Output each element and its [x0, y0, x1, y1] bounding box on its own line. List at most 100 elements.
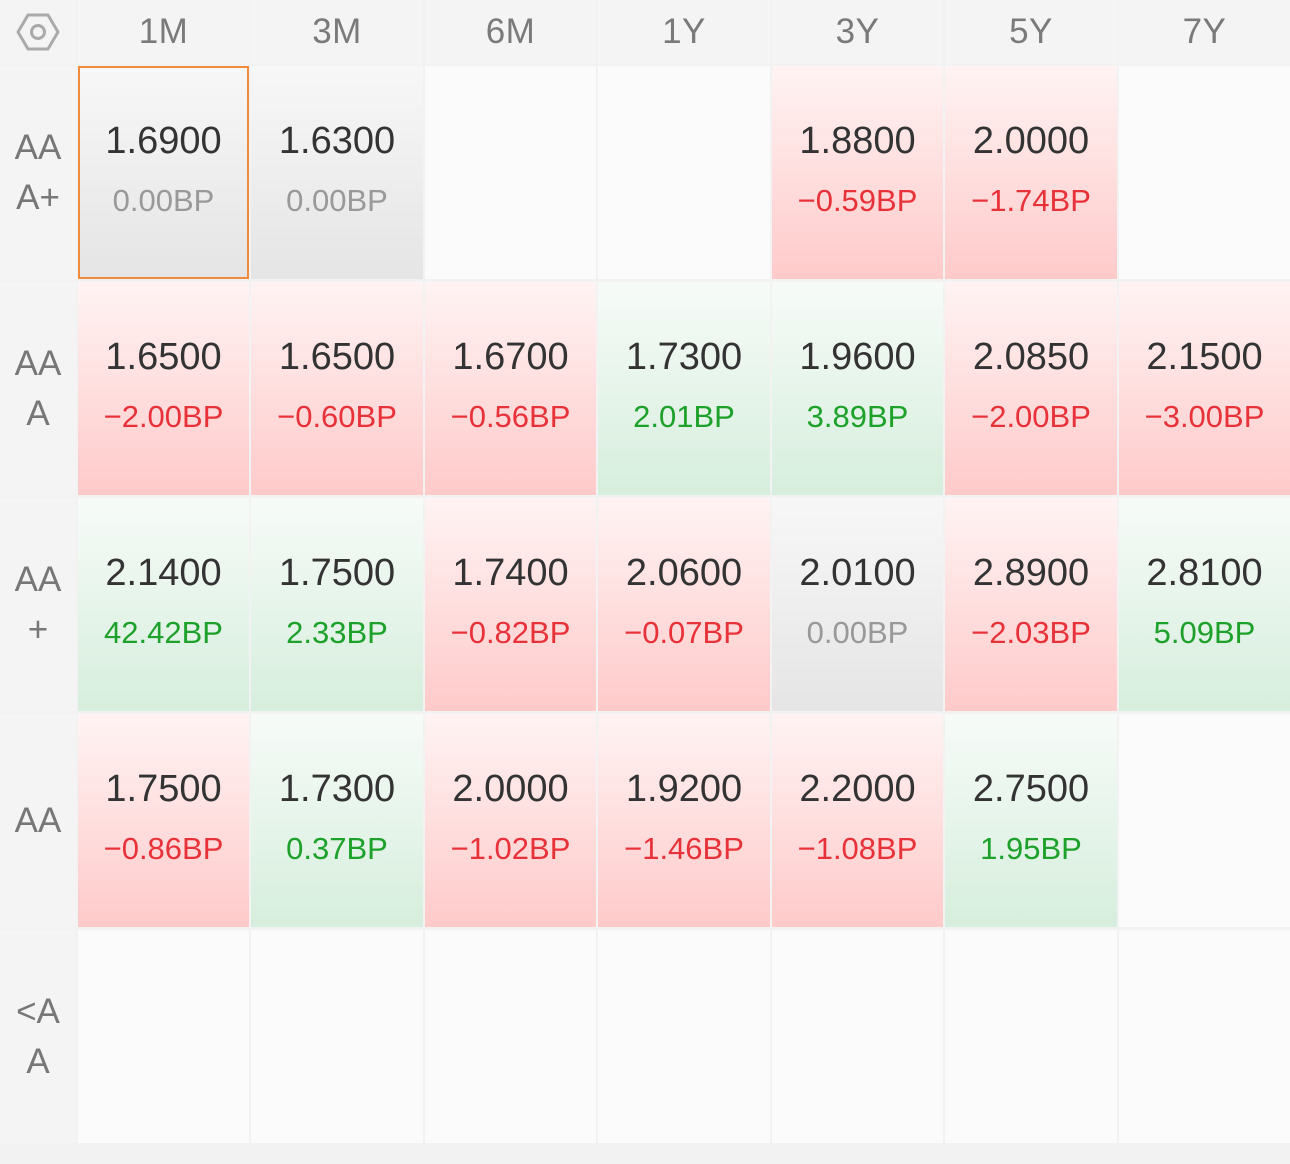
change-value: −1.74BP	[971, 182, 1091, 218]
row-header-label: AA	[14, 800, 62, 840]
change-value: −3.00BP	[1144, 398, 1265, 434]
change-value: 0.37BP	[286, 830, 388, 866]
row-header[interactable]: AA	[0, 714, 76, 927]
change-value: −2.00BP	[971, 398, 1091, 434]
grid-cell[interactable]: 1.6300 0.00BP	[251, 66, 423, 279]
rate-value: 2.0600	[625, 551, 743, 594]
grid-cell[interactable]: 2.1400 42.42BP	[78, 498, 249, 711]
change-value: 0.00BP	[806, 614, 909, 650]
column-header-7y[interactable]: 7Y	[1119, 0, 1290, 64]
rate-value: 2.8900	[972, 551, 1090, 594]
grid-cell-empty[interactable]	[1119, 66, 1290, 279]
grid-cell-empty[interactable]	[1119, 714, 1290, 927]
grid-cell-empty[interactable]	[1119, 930, 1290, 1143]
rate-value: 1.9600	[799, 335, 916, 378]
change-value: −0.60BP	[277, 398, 397, 434]
change-value: −0.56BP	[450, 398, 571, 434]
change-value: 0.00BP	[286, 182, 388, 218]
column-header-3m[interactable]: 3M	[251, 0, 423, 64]
row-header[interactable]: AAA	[0, 282, 76, 495]
row-header[interactable]: AAA+	[0, 66, 76, 279]
change-value: −1.02BP	[450, 830, 571, 866]
rate-value: 1.8800	[799, 119, 916, 162]
rate-value: 2.0000	[972, 119, 1090, 162]
grid-cell[interactable]: 1.9200 −1.46BP	[598, 714, 770, 927]
bottom-strip	[0, 1146, 1290, 1164]
grid-cell[interactable]: 1.6500 −0.60BP	[251, 282, 423, 495]
grid-cell[interactable]: 1.9600 3.89BP	[772, 282, 943, 495]
grid-cell[interactable]: 2.2000 −1.08BP	[772, 714, 943, 927]
change-value: 2.33BP	[286, 614, 388, 650]
rate-value: 1.6300	[278, 119, 396, 162]
grid-cell[interactable]: 1.7500 2.33BP	[251, 498, 423, 711]
grid-cell-empty[interactable]	[598, 930, 770, 1143]
change-value: 0.00BP	[112, 182, 215, 218]
hexagon-settings-icon	[16, 13, 60, 51]
grid-cell[interactable]: 1.7500 −0.86BP	[78, 714, 249, 927]
grid-cell-empty[interactable]	[425, 930, 596, 1143]
change-value: −0.07BP	[624, 614, 744, 650]
rate-value: 1.7300	[278, 767, 396, 810]
change-value: 42.42BP	[104, 614, 223, 650]
grid-cell[interactable]: 2.0850 −2.00BP	[945, 282, 1117, 495]
change-value: 1.95BP	[980, 830, 1082, 866]
grid-cell-empty[interactable]	[251, 930, 423, 1143]
change-value: 5.09BP	[1153, 614, 1256, 650]
rate-value: 1.7400	[452, 551, 569, 594]
grid-cell[interactable]: 2.8900 −2.03BP	[945, 498, 1117, 711]
rate-value: 1.6900	[105, 119, 222, 162]
column-header-5y[interactable]: 5Y	[945, 0, 1117, 64]
row-header-label: <AA	[16, 991, 60, 1081]
rate-value: 1.7300	[625, 335, 743, 378]
row-header-label: AAA	[14, 343, 62, 433]
grid-cell[interactable]: 1.6900 0.00BP	[78, 66, 249, 279]
grid-cell[interactable]: 1.6700 −0.56BP	[425, 282, 596, 495]
settings-button[interactable]	[0, 0, 76, 64]
grid-cell[interactable]: 2.0100 0.00BP	[772, 498, 943, 711]
grid-cell[interactable]: 1.6500 −2.00BP	[78, 282, 249, 495]
grid-cell[interactable]: 2.0000 −1.74BP	[945, 66, 1117, 279]
grid-cell-empty[interactable]	[425, 66, 596, 279]
grid-cell-empty[interactable]	[598, 66, 770, 279]
grid-cell-empty[interactable]	[78, 930, 249, 1143]
grid-cell[interactable]: 2.8100 5.09BP	[1119, 498, 1290, 711]
grid-cell[interactable]: 2.0600 −0.07BP	[598, 498, 770, 711]
row-header-label: AAA+	[14, 127, 62, 217]
grid-cell[interactable]: 2.1500 −3.00BP	[1119, 282, 1290, 495]
grid-cell-empty[interactable]	[772, 930, 943, 1143]
change-value: −2.03BP	[971, 614, 1091, 650]
change-value: 2.01BP	[633, 398, 735, 434]
rate-value: 2.2000	[799, 767, 916, 810]
change-value: −0.86BP	[103, 830, 224, 866]
rate-value: 1.6500	[105, 335, 222, 378]
column-header-1m[interactable]: 1M	[78, 0, 249, 64]
change-value: −0.59BP	[797, 182, 918, 218]
rate-value: 2.8100	[1146, 551, 1263, 594]
change-value: −1.46BP	[624, 830, 744, 866]
row-header[interactable]: <AA	[0, 930, 76, 1143]
rate-value: 2.0850	[972, 335, 1090, 378]
rate-value: 1.7500	[105, 767, 222, 810]
rate-value: 2.1400	[105, 551, 222, 594]
column-header-6m[interactable]: 6M	[425, 0, 596, 64]
rate-value: 1.7500	[278, 551, 396, 594]
column-header-1y[interactable]: 1Y	[598, 0, 770, 64]
change-value: 3.89BP	[806, 398, 909, 434]
grid-cell[interactable]: 1.7400 −0.82BP	[425, 498, 596, 711]
row-header[interactable]: AA+	[0, 498, 76, 711]
rate-value: 2.0100	[799, 551, 916, 594]
rate-value: 2.1500	[1146, 335, 1263, 378]
rate-value: 1.6500	[278, 335, 396, 378]
grid-cell[interactable]: 2.0000 −1.02BP	[425, 714, 596, 927]
rate-value: 2.0000	[452, 767, 569, 810]
grid-cell[interactable]: 1.7300 0.37BP	[251, 714, 423, 927]
grid-cell[interactable]: 1.7300 2.01BP	[598, 282, 770, 495]
column-header-3y[interactable]: 3Y	[772, 0, 943, 64]
grid-cell-empty[interactable]	[945, 930, 1117, 1143]
grid-cell[interactable]: 1.8800 −0.59BP	[772, 66, 943, 279]
change-value: −1.08BP	[797, 830, 918, 866]
rate-value: 1.6700	[452, 335, 569, 378]
change-value: −2.00BP	[103, 398, 224, 434]
grid-cell[interactable]: 2.7500 1.95BP	[945, 714, 1117, 927]
